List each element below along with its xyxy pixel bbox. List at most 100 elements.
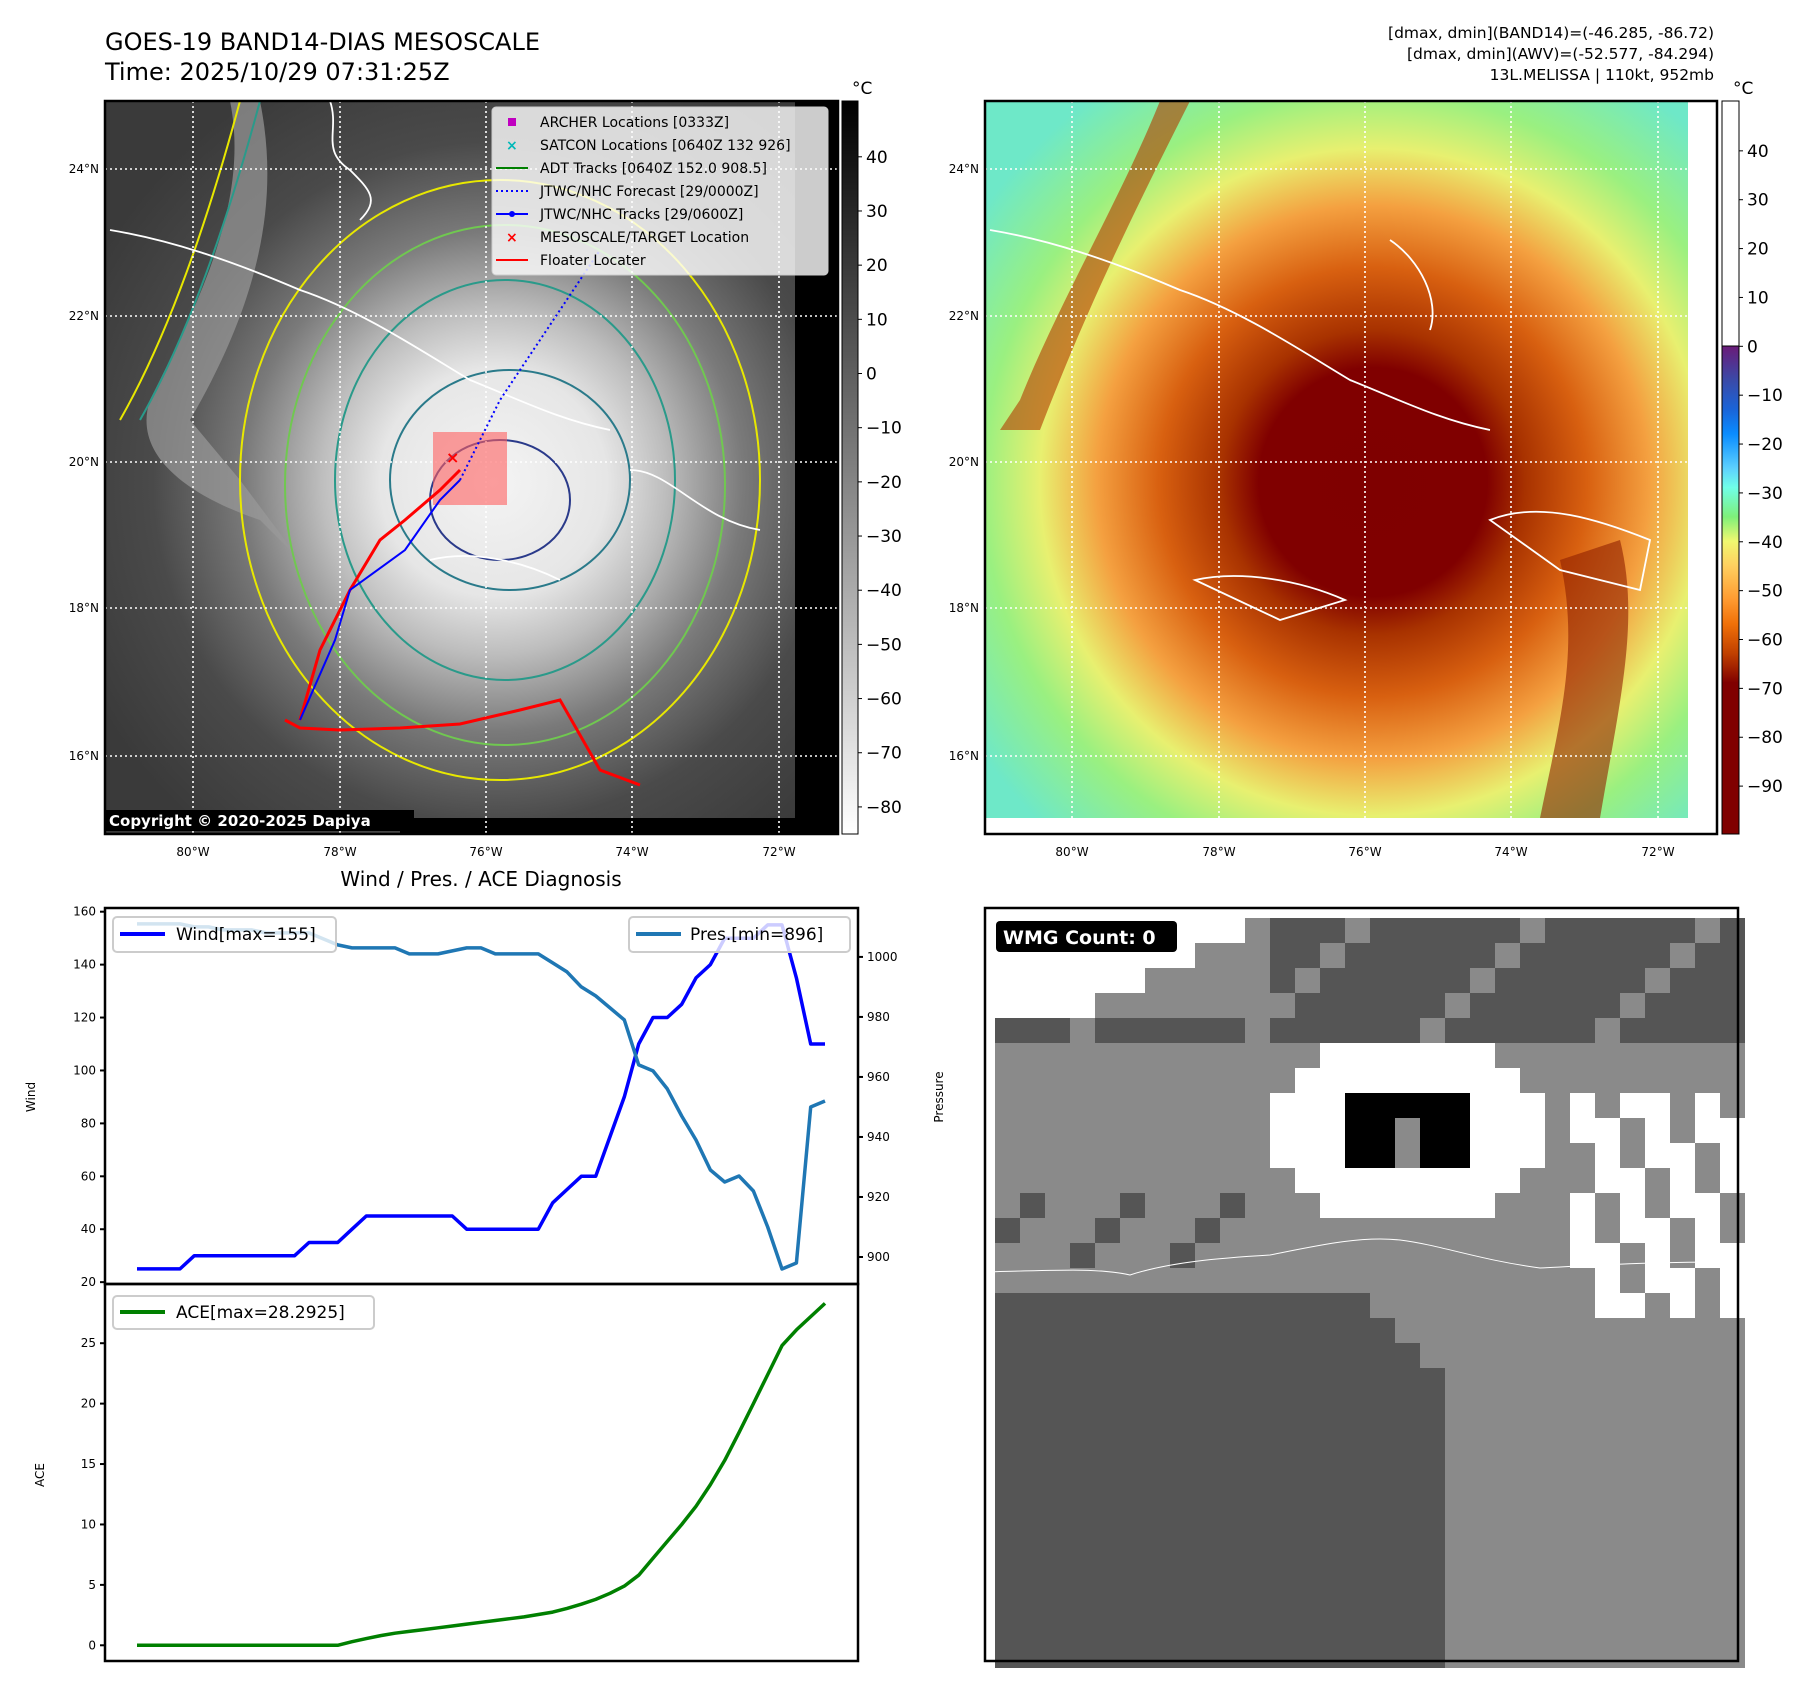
wmg-cell — [1145, 1468, 1170, 1493]
y-tick-label: 40 — [81, 1222, 96, 1236]
wmg-cell — [1145, 1268, 1170, 1293]
wmg-cell — [1120, 1618, 1145, 1643]
wmg-cell — [995, 1618, 1020, 1643]
wmg-cell — [1670, 1468, 1695, 1493]
wmg-cell — [1670, 1393, 1695, 1418]
wmg-cell — [1620, 1093, 1645, 1118]
colorbar-right-tick-label: −40 — [1747, 533, 1783, 553]
wmg-cell — [1345, 918, 1370, 943]
map-legend-label: JTWC/NHC Forecast [29/0000Z] — [539, 184, 759, 200]
wmg-cell — [1420, 1643, 1445, 1668]
colorbar-left-tick-label: 40 — [866, 148, 888, 168]
wmg-cell — [1620, 1268, 1645, 1293]
wmg-cell — [1220, 1418, 1245, 1443]
wmg-cell — [1720, 1568, 1745, 1593]
map-right-lon-tick: 76°W — [1348, 845, 1381, 859]
wmg-cell — [1395, 1643, 1420, 1668]
wmg-cell — [1345, 1193, 1370, 1218]
wmg-cell — [1170, 1293, 1195, 1318]
wmg-cell — [1045, 1518, 1070, 1543]
wmg-cell — [1270, 993, 1295, 1018]
wmg-cell — [1695, 1618, 1720, 1643]
wmg-cell — [1045, 1018, 1070, 1043]
wmg-cell — [1345, 1168, 1370, 1193]
wmg-cell — [1220, 1293, 1245, 1318]
wmg-cell — [1545, 1568, 1570, 1593]
wmg-cell — [1495, 993, 1520, 1018]
wmg-cell — [1470, 1168, 1495, 1193]
wmg-cell — [1245, 1543, 1270, 1568]
wmg-cell — [1520, 1068, 1545, 1093]
wmg-cell — [1445, 1143, 1470, 1168]
wmg-cell — [1320, 1543, 1345, 1568]
wmg-cell — [995, 993, 1020, 1018]
wmg-cell — [1145, 1143, 1170, 1168]
wmg-cell — [1495, 1593, 1520, 1618]
wmg-cell — [1520, 1393, 1545, 1418]
wmg-cell — [1670, 1643, 1695, 1668]
wmg-cell — [1420, 1618, 1445, 1643]
wmg-cell — [1295, 1643, 1320, 1668]
wmg-cell — [1545, 1443, 1570, 1468]
wmg-cell — [1545, 1393, 1570, 1418]
wmg-cell — [1020, 1468, 1045, 1493]
wmg-cell — [1045, 1418, 1070, 1443]
wmg-cell — [1470, 1393, 1495, 1418]
wmg-cell — [1020, 1043, 1045, 1068]
wmg-cell — [1470, 1543, 1495, 1568]
wmg-cell — [1645, 1068, 1670, 1093]
wmg-cell — [1120, 1493, 1145, 1518]
wmg-cell — [1320, 918, 1345, 943]
wmg-cell — [1220, 1368, 1245, 1393]
wmg-cell — [1570, 1518, 1595, 1543]
wmg-cell — [1545, 1218, 1570, 1243]
wmg-cell — [1495, 1118, 1520, 1143]
wmg-cell — [995, 1418, 1020, 1443]
wmg-cell — [1670, 1193, 1695, 1218]
wmg-cell — [1020, 1243, 1045, 1268]
copyright-box — [105, 810, 414, 831]
wmg-cell — [1445, 968, 1470, 993]
wmg-cell — [1395, 1243, 1420, 1268]
wmg-cell — [1070, 1418, 1095, 1443]
wmg-cell — [1445, 1543, 1470, 1568]
wmg-cell — [1520, 1418, 1545, 1443]
wmg-cell — [1595, 1543, 1620, 1568]
wmg-cell — [1045, 1393, 1070, 1418]
wmg-cell — [1370, 1143, 1395, 1168]
wmg-cell — [1370, 1393, 1395, 1418]
wmg-cell — [1695, 943, 1720, 968]
wmg-cell — [1045, 1568, 1070, 1593]
wind-pressure-axes — [105, 908, 858, 1284]
wmg-cell — [1645, 1093, 1670, 1118]
wmg-cell — [1045, 1443, 1070, 1468]
wmg-cell — [1045, 1618, 1070, 1643]
wmg-cell — [1195, 918, 1220, 943]
wmg-cell — [1020, 1568, 1045, 1593]
wmg-cell — [1445, 1643, 1470, 1668]
colorbar-left-unit: °C — [852, 79, 872, 99]
wmg-cell — [1545, 1318, 1570, 1343]
wmg-cell — [1595, 1218, 1620, 1243]
wmg-cell — [1695, 968, 1720, 993]
wmg-cell — [1270, 1643, 1295, 1668]
wmg-cell — [1220, 1318, 1245, 1343]
wmg-cell — [1645, 1543, 1670, 1568]
wmg-cell — [1270, 1018, 1295, 1043]
wmg-cell — [1295, 1268, 1320, 1293]
wmg-cell — [1720, 1043, 1745, 1068]
wmg-cell — [1195, 1118, 1220, 1143]
wmg-cell — [1070, 1618, 1095, 1643]
wmg-cell — [1120, 1168, 1145, 1193]
wmg-cell — [995, 1268, 1020, 1293]
wmg-cell — [1695, 1093, 1720, 1118]
wmg-cell — [1370, 1543, 1395, 1568]
wmg-cell — [1545, 1043, 1570, 1068]
wmg-cell — [1145, 1218, 1170, 1243]
wmg-cell — [1470, 1593, 1495, 1618]
wmg-cell — [1720, 1243, 1745, 1268]
wmg-cell — [1095, 1093, 1120, 1118]
floater-locater-box — [433, 432, 507, 505]
wmg-cell — [1195, 1243, 1220, 1268]
wmg-cell — [1520, 1193, 1545, 1218]
